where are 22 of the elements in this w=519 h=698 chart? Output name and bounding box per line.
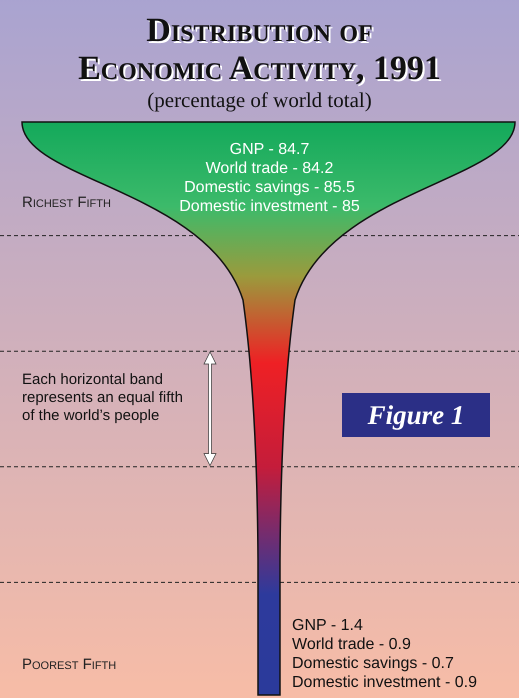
caption: Figure 1 bbox=[342, 393, 490, 437]
text: World trade - bbox=[206, 160, 298, 177]
text: Domestic savings - bbox=[184, 179, 320, 196]
data-label: 0.7 bbox=[432, 655, 454, 672]
text: (percentage of world total) bbox=[146, 88, 373, 113]
category-label: Poorest Fifth bbox=[22, 656, 118, 673]
text: Each horizontal band represents an equal fifth of the world’s people bbox=[22, 371, 184, 425]
text: Domestic investment - bbox=[179, 198, 338, 215]
text: GNP - bbox=[292, 617, 336, 634]
text: GNP - bbox=[230, 141, 274, 158]
data-label: 1.4 bbox=[340, 617, 363, 634]
text: Distribution of Economic Activity, 1991 bbox=[77, 12, 442, 88]
data-label: 84.2 bbox=[302, 160, 334, 177]
text: Domestic savings - bbox=[292, 655, 428, 672]
data-label: 0.9 bbox=[388, 636, 411, 653]
text: Domestic investment - bbox=[292, 674, 450, 691]
category-label: Richest Fifth bbox=[22, 194, 112, 211]
data-label: 85.5 bbox=[324, 179, 355, 196]
text: World trade - bbox=[292, 636, 384, 653]
data-label: 0.9 bbox=[454, 674, 477, 691]
data-label: 84.7 bbox=[278, 141, 310, 158]
data-label: 85 bbox=[342, 198, 360, 215]
